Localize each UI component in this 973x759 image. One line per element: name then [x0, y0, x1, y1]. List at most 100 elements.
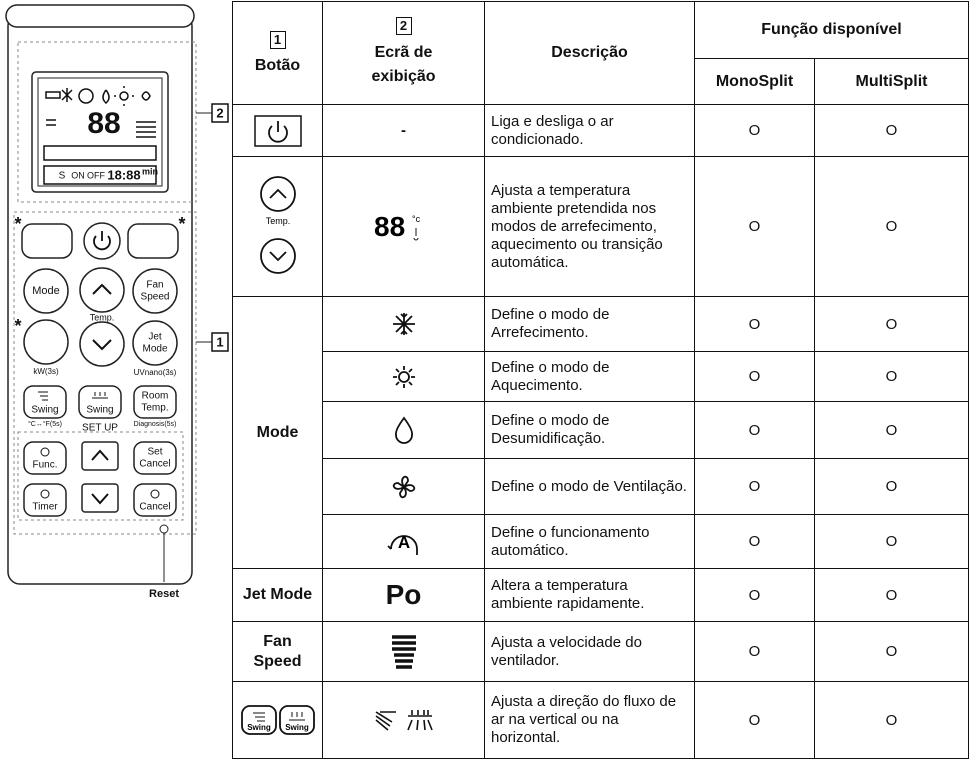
- table-row: Temp. 88 °c Ajusta a temperatura ambiente p…: [232, 156, 969, 297]
- chevron: [92, 283, 112, 295]
- button: [132, 268, 178, 314]
- button-label: Mode: [142, 344, 167, 355]
- header-text: Ecrã de exibição: [371, 44, 436, 85]
- button-name: Mode: [256, 423, 299, 441]
- fan-icon: [392, 475, 415, 498]
- multi-cell: O: [814, 296, 969, 352]
- button-area: [13, 211, 197, 535]
- mono-cell: O: [694, 681, 815, 759]
- button: [23, 483, 67, 517]
- button-label: Cancel: [139, 459, 170, 470]
- chevron: [92, 339, 112, 351]
- clock-icon: [40, 489, 50, 499]
- reset-label: Reset: [149, 588, 179, 600]
- lcd-icons: [43, 86, 157, 185]
- button-label: Set: [147, 447, 162, 458]
- button: [78, 385, 122, 419]
- asterisk: *: [14, 316, 21, 336]
- button-label: °C↔°F(5s): [28, 420, 62, 428]
- multi-cell: O: [814, 104, 969, 157]
- button: [23, 319, 69, 365]
- header-number: 1: [269, 31, 286, 49]
- swing-icon: [92, 392, 108, 399]
- button: [81, 441, 119, 471]
- description-cell: Ajusta a velocidade do ventilador.: [484, 621, 695, 682]
- multi-cell: O: [814, 351, 969, 402]
- lcd-text: min: [142, 166, 158, 176]
- display-cell: 88 °c: [322, 156, 485, 297]
- button-label: Cancel: [139, 502, 170, 513]
- display-cell: [322, 296, 485, 352]
- button-cell: Jet Mode: [232, 568, 323, 622]
- button-name: Fan Speed: [253, 632, 302, 670]
- button: [79, 267, 125, 313]
- icon-label: Temp.: [265, 216, 290, 226]
- function-table: 1 Botão 2 Ecrã de exibição Descrição Funçã…: [232, 1, 969, 759]
- display-cell: -: [322, 104, 485, 157]
- description-cell: Altera a temperatura ambiente rapidament…: [484, 568, 695, 622]
- header-cell: 2 Ecrã de exibição: [322, 1, 485, 105]
- header-cell: Descrição: [484, 1, 695, 105]
- display-cell: [322, 351, 485, 402]
- fan-speed-icon: [391, 634, 416, 669]
- button: [133, 483, 177, 517]
- temp-buttons-icon: Temp.: [259, 175, 296, 274]
- description-cell: Ajusta a direção do fluxo de ar na verti…: [484, 681, 695, 759]
- icon-label: Swing: [285, 723, 309, 732]
- display-cell: Po: [322, 568, 485, 622]
- multi-cell: O: [814, 681, 969, 759]
- button: [133, 385, 177, 419]
- button-label: Jet: [148, 332, 162, 343]
- table-row: Jet Mode Po Altera a temperatura ambiente …: [232, 568, 969, 622]
- mono-cell: O: [694, 104, 815, 157]
- remote-illustration: 88 S ON OFF 18:88 min 2 1 * * * Mode Tem…: [5, 4, 229, 600]
- cool-icon: [392, 313, 415, 335]
- button-label: Temp.: [141, 403, 168, 414]
- asterisk: *: [14, 214, 21, 234]
- setup-area: [17, 431, 184, 521]
- button-cell: Mode: [232, 296, 323, 569]
- button-cell: Swing Swing: [232, 681, 323, 759]
- button-cell: [232, 104, 323, 157]
- auto-icon: A: [386, 533, 418, 555]
- swing-buttons-icon: Swing Swing: [240, 705, 315, 735]
- callout-box: [211, 332, 229, 352]
- reset-hole: [159, 524, 169, 534]
- button-label: Speed: [141, 292, 170, 303]
- table-row: Swing Swing Ajusta a direção do fluxo de a…: [232, 681, 969, 759]
- display-area: [17, 41, 197, 203]
- lcd-digits: 88: [87, 107, 120, 140]
- swing-icon: [38, 391, 48, 401]
- mono-cell: O: [694, 351, 815, 402]
- multi-cell: O: [814, 458, 969, 515]
- button-label: Swing: [31, 405, 58, 416]
- table-row: Fan Speed Ajusta a velocidade do ventilad…: [232, 621, 969, 682]
- mono-cell: O: [694, 296, 815, 352]
- lcd: [31, 71, 169, 193]
- description-cell: Define o modo de Aquecimento.: [484, 351, 695, 402]
- multi-cell: O: [814, 401, 969, 459]
- power-button-icon: [253, 114, 302, 147]
- mono-cell: O: [694, 621, 815, 682]
- chevron: [91, 493, 109, 505]
- gear-icon: [40, 447, 50, 457]
- button: [23, 268, 69, 314]
- display-cell: [322, 458, 485, 515]
- table-row: Mode Define o modo de Arrefecimento. O O: [232, 296, 969, 569]
- button-label: Room: [142, 391, 169, 402]
- power-icon: [93, 231, 111, 251]
- dry-icon: [394, 416, 413, 444]
- mono-cell: O: [694, 514, 815, 569]
- multi-cell: O: [814, 514, 969, 569]
- multi-cell: O: [814, 156, 969, 297]
- description-cell: Ajusta a temperatura ambiente pretendida…: [484, 156, 695, 297]
- display-text: -: [401, 122, 406, 139]
- callout-label: 1: [216, 334, 223, 349]
- button-label: SET UP: [82, 423, 118, 434]
- header-number: 2: [395, 17, 412, 35]
- table-row: Define o modo de Aquecimento. O O: [233, 351, 969, 402]
- display-cell: [322, 401, 485, 459]
- table-row: Define o modo de Ventilação. O O: [233, 458, 969, 515]
- display-cell: [322, 621, 485, 682]
